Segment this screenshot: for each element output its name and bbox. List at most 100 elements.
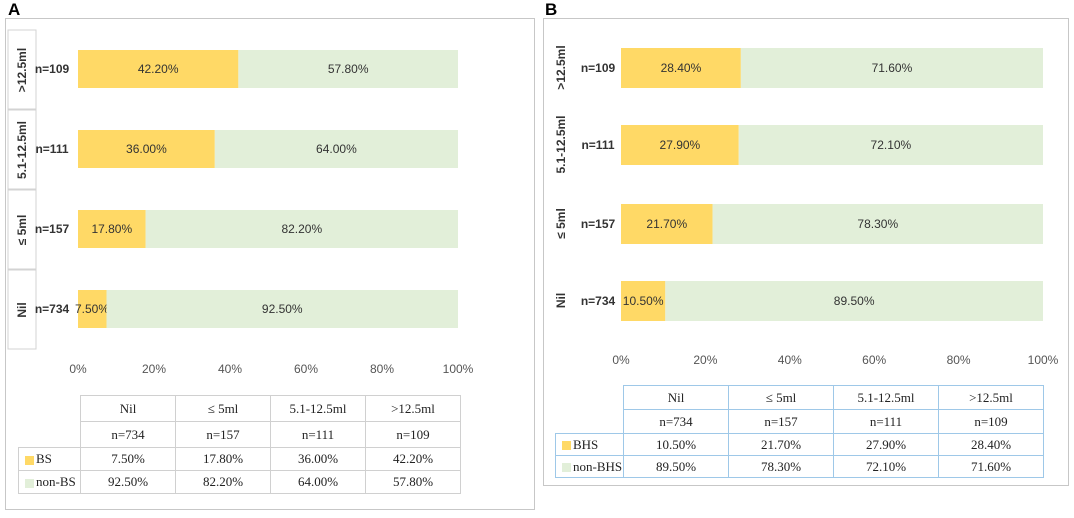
table-header-row: Nil ≤ 5ml 5.1-12.5ml >12.5ml: [556, 385, 1044, 410]
data-label: 21.70%: [646, 217, 687, 231]
bar-segment: [738, 125, 1043, 165]
bar-segment: [665, 281, 1043, 321]
table-cell: 28.40%: [938, 433, 1044, 456]
legend-non-bhs: non-BHS: [555, 455, 624, 478]
bar-segment: [78, 210, 146, 248]
legend-label: BHS: [573, 436, 599, 452]
x-tick-label: 60%: [862, 353, 886, 367]
x-tick-label: 20%: [693, 353, 717, 367]
table-cell: 36.00%: [270, 447, 366, 471]
bar-segment: [106, 290, 458, 328]
n-label: n=109: [581, 61, 616, 75]
x-tick-label: 40%: [218, 362, 242, 376]
data-label: 89.50%: [834, 294, 875, 308]
legend-label: non-BHS: [573, 458, 623, 474]
table-n-row: n=734 n=157 n=111 n=109: [556, 409, 1044, 434]
table-corner: [556, 386, 624, 410]
bar-segment: [740, 48, 1043, 88]
bar-segment: [621, 281, 666, 321]
bar-segment: [78, 130, 215, 168]
category-label-box: [7, 29, 37, 110]
data-table-a: Nil ≤ 5ml 5.1-12.5ml >12.5ml n=734 n=157…: [18, 395, 461, 494]
category-label: >12.5ml: [554, 45, 568, 89]
category-label: ≤ 5ml: [554, 208, 568, 239]
data-label: 7.50%: [75, 302, 109, 316]
table-header-cell: 5.1-12.5ml: [270, 395, 366, 422]
table-cell: n=734: [623, 409, 729, 434]
table-cell: 82.20%: [175, 470, 271, 494]
table-cell: n=109: [365, 421, 461, 448]
legend-label: BS: [36, 451, 52, 466]
n-label: n=109: [35, 62, 70, 76]
table-n-row: n=734 n=157 n=111 n=109: [19, 421, 461, 448]
data-label: 17.80%: [91, 222, 132, 236]
data-label: 42.20%: [138, 62, 179, 76]
table-header-cell: Nil: [80, 395, 176, 422]
n-label: n=111: [35, 142, 68, 156]
data-label: 64.00%: [316, 142, 357, 156]
table-header-cell: ≤ 5ml: [175, 395, 271, 422]
bar-segment: [238, 50, 458, 88]
table-header-cell: Nil: [623, 385, 729, 410]
category-label: Nil: [15, 302, 29, 317]
data-label: 27.90%: [660, 138, 701, 152]
x-tick-label: 20%: [142, 362, 166, 376]
table-header-cell: >12.5ml: [938, 385, 1044, 410]
table-row-bhs: BHS 10.50% 21.70% 27.90% 28.40%: [555, 433, 1044, 456]
table-cell: 72.10%: [833, 455, 939, 478]
n-label: n=111: [581, 138, 614, 152]
legend-swatch-bhs: [562, 441, 571, 451]
x-tick-label: 0%: [612, 353, 630, 367]
bar-segment: [621, 125, 739, 165]
category-label-box: [7, 109, 37, 190]
table-cell: 71.60%: [938, 455, 1044, 478]
x-tick-label: 80%: [370, 362, 394, 376]
category-label-box: [7, 269, 37, 350]
data-label: 78.30%: [857, 217, 898, 231]
bar-segment: [621, 204, 713, 244]
table-cell: 78.30%: [728, 455, 834, 478]
table-cell: 17.80%: [175, 447, 271, 471]
n-label: n=157: [581, 217, 616, 231]
table-cell: 27.90%: [833, 433, 939, 456]
n-label: n=157: [35, 222, 70, 236]
x-tick-label: 40%: [778, 353, 802, 367]
data-label: 92.50%: [262, 302, 303, 316]
x-tick-label: 0%: [69, 362, 87, 376]
data-label: 71.60%: [872, 61, 913, 75]
table-cell: 57.80%: [365, 470, 461, 494]
bar-segment: [621, 48, 741, 88]
x-tick-label: 80%: [947, 353, 971, 367]
table-row-non-bs: non-BS 92.50% 82.20% 64.00% 57.80%: [18, 470, 461, 494]
table-cell: 10.50%: [623, 433, 729, 456]
table-row-non-bhs: non-BHS 89.50% 78.30% 72.10% 71.60%: [555, 455, 1044, 478]
n-label: n=734: [581, 294, 616, 308]
table-cell: n=157: [728, 409, 834, 434]
data-label: 72.10%: [871, 138, 912, 152]
legend-swatch-non-bs: [25, 478, 34, 488]
bar-segment: [712, 204, 1043, 244]
legend-bhs: BHS: [555, 433, 624, 456]
panel-a-letter: A: [8, 0, 21, 19]
data-label: 82.20%: [281, 222, 322, 236]
x-tick-label: 100%: [1028, 353, 1059, 367]
table-cell: 42.20%: [365, 447, 461, 471]
table-row-bs: BS 7.50% 17.80% 36.00% 42.20%: [18, 447, 461, 471]
n-label: n=734: [35, 302, 70, 316]
table-cell: 92.50%: [80, 470, 176, 494]
table-cell: n=109: [938, 409, 1044, 434]
data-label: 57.80%: [328, 62, 369, 76]
table-cell: 64.00%: [270, 470, 366, 494]
table-corner: [19, 396, 81, 422]
category-label: 5.1-12.5ml: [15, 121, 29, 179]
legend-label: non-BS: [36, 474, 76, 489]
x-tick-label: 100%: [443, 362, 474, 376]
table-cell: n=111: [270, 421, 366, 448]
table-cell: n=734: [80, 421, 176, 448]
table-corner: [556, 410, 624, 434]
legend-swatch-bs: [25, 455, 34, 465]
data-label: 10.50%: [623, 294, 664, 308]
bar-segment: [145, 210, 458, 248]
legend-non-bs: non-BS: [18, 470, 81, 494]
